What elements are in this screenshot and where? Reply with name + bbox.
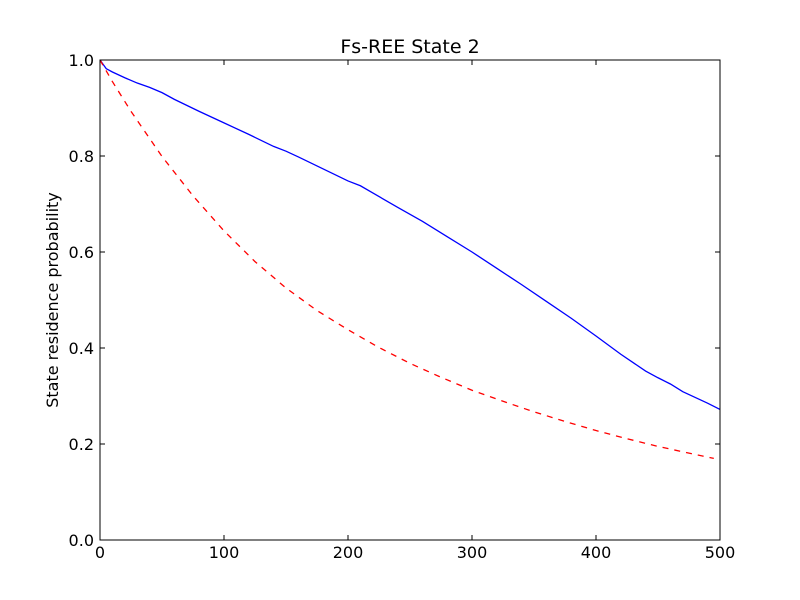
x-tick-label: 100 [209,543,240,562]
x-tick-label: 300 [457,543,488,562]
series-line-1 [99,59,721,411]
series-line-2 [99,59,714,460]
axes-frame [99,59,721,541]
y-axis-label: State residence probability [43,192,62,408]
chart-title: Fs-REE State 2 [340,36,479,58]
y-tick-label: 0.8 [69,147,94,166]
plot-area: 0 100 200 300 400 500 0.0 0.2 0.4 0.6 0.8 1.0 [69,51,736,562]
x-tick-label: 0 [95,543,105,562]
y-tick-label: 0.0 [69,531,94,550]
x-tick-label: 200 [333,543,364,562]
x-tick-label: 400 [581,543,612,562]
y-tick-label: 0.2 [69,435,94,454]
x-tick-label: 500 [705,543,736,562]
y-tick-label: 0.6 [69,243,94,262]
y-tick-label: 0.4 [69,339,94,358]
y-tick-label: 1.0 [69,51,94,70]
